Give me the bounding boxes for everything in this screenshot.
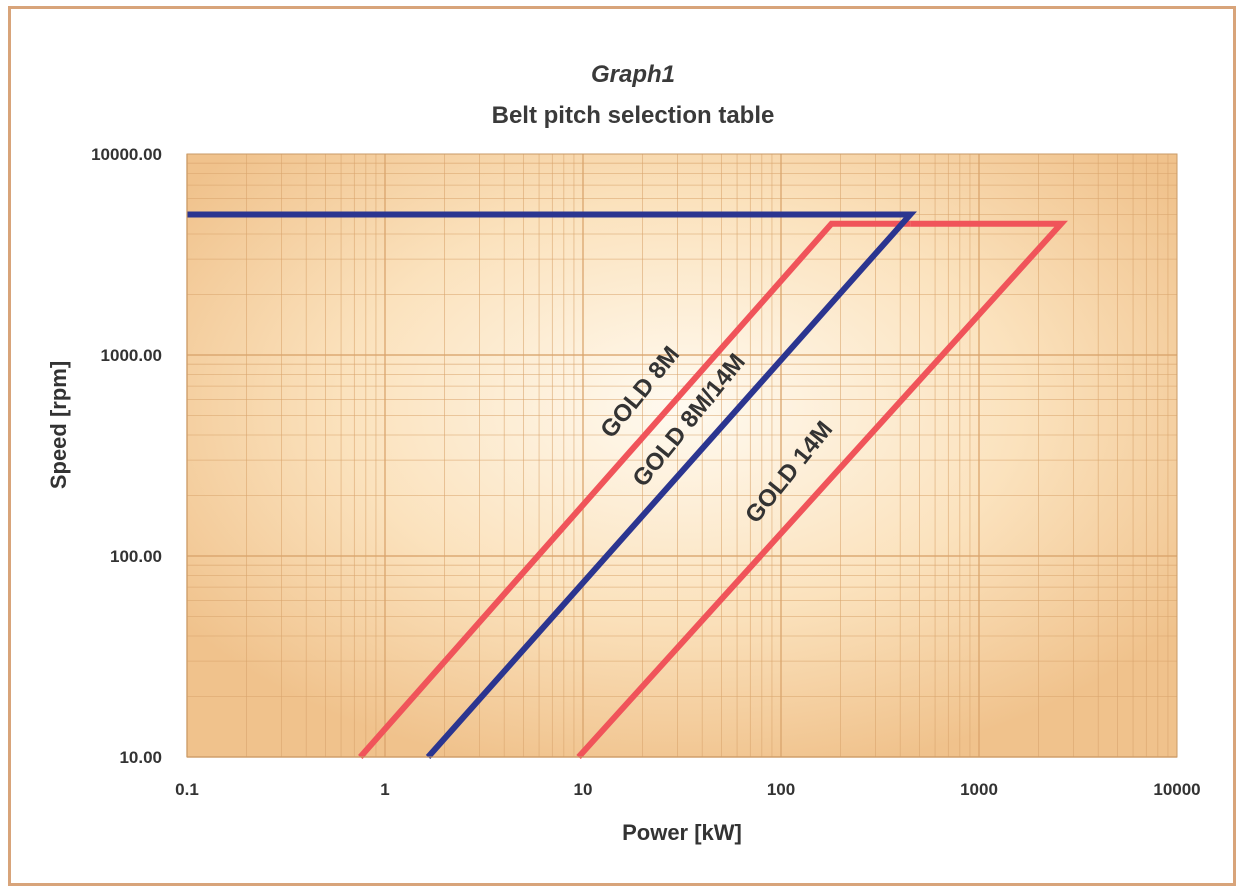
x-axis-ticks: 0.1 1 10 100 1000 10000	[175, 780, 1200, 799]
x-tick-label: 100	[767, 780, 795, 799]
chart-title: Graph1	[591, 61, 675, 88]
y-tick-label: 100.00	[110, 547, 162, 566]
x-axis-title: Power [kW]	[622, 820, 742, 845]
plot-border	[186, 153, 1178, 758]
x-tick-label: 1000	[960, 780, 998, 799]
chart-subtitle: Belt pitch selection table	[492, 102, 775, 129]
x-tick-label: 10000	[1153, 780, 1200, 799]
x-tick-label: 1	[380, 780, 389, 799]
x-tick-label: 0.1	[175, 780, 199, 799]
plot-area	[187, 154, 1177, 757]
y-axis-ticks: 10000.00 1000.00 100.00 10.00	[91, 145, 162, 767]
y-axis-title: Speed [rpm]	[46, 361, 71, 489]
series-line-gold-14m	[576, 220, 1068, 760]
series-line-gold-8m-14m	[187, 211, 917, 759]
y-tick-label: 1000.00	[101, 346, 162, 365]
x-tick-label: 10	[574, 780, 593, 799]
y-tick-label: 10.00	[119, 748, 162, 767]
y-tick-label: 10000.00	[91, 145, 162, 164]
series-line-gold-8m	[358, 220, 911, 759]
series-lines	[187, 211, 1068, 760]
